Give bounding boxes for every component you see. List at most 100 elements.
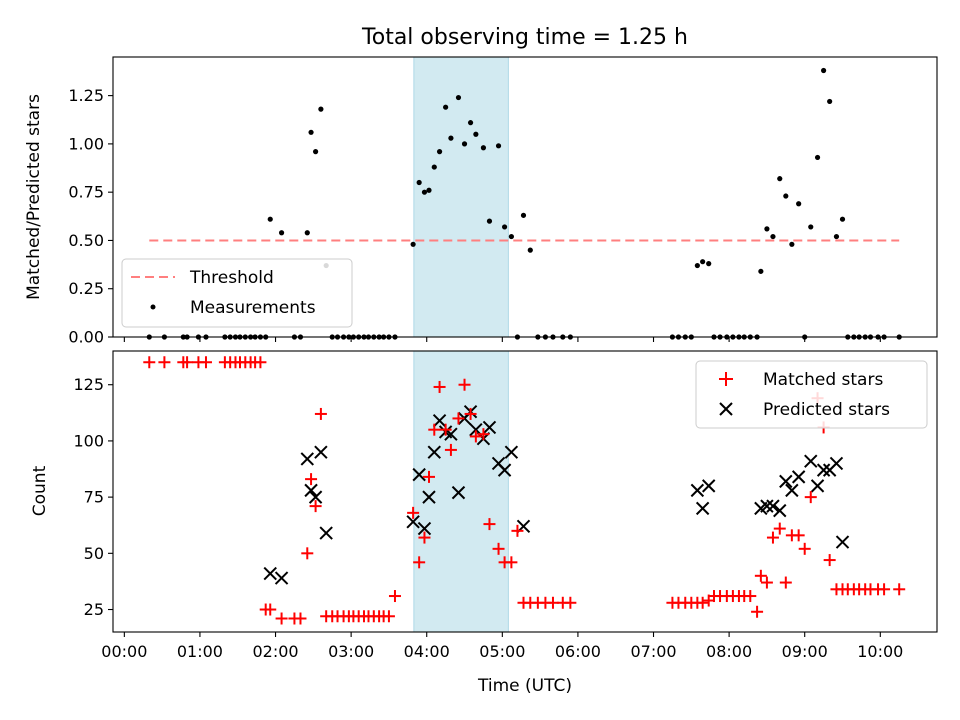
ratio-plot-frame — [112, 56, 938, 338]
matched-point — [751, 605, 764, 618]
measurement-point — [278, 230, 285, 236]
matched-point — [893, 583, 906, 596]
ratio-highlight-span — [413, 56, 509, 338]
matched-legend-swatch — [719, 372, 733, 386]
x-tick-label: 09:00 — [782, 642, 828, 661]
ratio-x-ticks — [123, 337, 881, 342]
matched-point — [798, 542, 811, 555]
matched-point — [199, 356, 212, 369]
count-legend-box — [695, 360, 928, 429]
matched-point — [314, 407, 327, 420]
matched-point — [469, 430, 482, 443]
predicted-point — [482, 420, 497, 435]
y-tick-label: 25 — [84, 600, 104, 619]
x-tick-label: 10:00 — [857, 642, 903, 661]
matched-point — [464, 407, 477, 420]
matched-point — [444, 443, 457, 456]
count-y-axis-label: Count — [30, 465, 50, 516]
matched-point — [275, 612, 288, 625]
matched-point — [407, 506, 420, 519]
measurement-point — [410, 241, 416, 247]
measurement-point — [789, 241, 795, 247]
count-y-ticks: 25 50 75 100 125 — [73, 375, 113, 619]
ratio-legend-box — [121, 258, 353, 328]
ratio-legend: Threshold Measurements — [121, 258, 353, 328]
ratio-y-ticks: 0.00 0.25 0.50 0.75 1.00 1.25 — [68, 86, 113, 347]
measurement-point — [694, 262, 700, 269]
y-tick-label: 50 — [84, 544, 104, 563]
x-tick-label: 01:00 — [177, 642, 223, 661]
measurement-point — [758, 268, 764, 274]
measurement-point — [839, 216, 846, 222]
x-axis-label: Time (UTC) — [477, 676, 572, 696]
matched-point — [439, 423, 452, 436]
predicted-point — [300, 452, 314, 466]
chart-title: Total observing time = 1.25 h — [361, 25, 688, 50]
measurement-point — [480, 145, 487, 151]
count-x-ticks: 00:00 01:00 02:00 03:00 04:00 05:00 06:00 07:00… — [101, 632, 903, 661]
matched-point — [878, 583, 891, 596]
measurement-point — [312, 149, 319, 155]
measurement-point — [783, 193, 789, 199]
matched-point — [483, 518, 496, 531]
predicted-point — [406, 515, 420, 529]
measurement-point — [416, 179, 422, 186]
predicted-point — [304, 483, 318, 498]
matched-point — [779, 576, 792, 589]
predicted-point — [701, 479, 716, 493]
matched-point — [428, 423, 441, 436]
matched-point — [766, 531, 779, 544]
measurement-point — [308, 129, 314, 135]
matched-point — [158, 356, 171, 369]
measurement-point — [777, 176, 783, 182]
predicted-point — [766, 499, 780, 513]
predicted-point — [760, 499, 774, 513]
predicted-point — [690, 483, 705, 498]
measurement-point — [448, 135, 454, 141]
count-data — [143, 356, 906, 625]
measurement-point — [267, 216, 273, 222]
measurement-point — [436, 149, 443, 155]
predicted-legend-swatch — [719, 402, 733, 416]
predicted-point — [422, 490, 436, 504]
matched-point — [452, 412, 465, 425]
predicted-point — [804, 454, 818, 468]
measurement-point — [304, 230, 310, 236]
x-tick-label: 00:00 — [101, 642, 147, 661]
count-legend: Matched stars Predicted stars — [695, 360, 928, 429]
measurement-point — [495, 143, 502, 149]
measurement-point — [421, 189, 428, 195]
measurement-point — [796, 201, 802, 207]
measurement-point — [808, 224, 814, 230]
matched-point — [433, 380, 446, 393]
matched-point — [382, 610, 395, 623]
y-tick-label: 75 — [84, 488, 104, 507]
measurement-point — [764, 226, 770, 232]
predicted-point — [829, 456, 844, 471]
predicted-point — [497, 463, 512, 477]
y-tick-label: 0.25 — [68, 279, 104, 298]
predicted-point — [773, 503, 787, 518]
y-tick-label: 0.50 — [68, 231, 104, 250]
matched-point — [264, 603, 277, 616]
measurement-point — [527, 247, 533, 253]
matched-point — [294, 612, 307, 625]
matched-point — [505, 556, 518, 569]
measurement-point — [486, 218, 493, 224]
matched-point — [143, 356, 156, 369]
measurement-point — [833, 233, 840, 240]
predicted-point — [319, 526, 333, 540]
predicted-point — [412, 467, 426, 482]
matched-point — [305, 473, 318, 486]
matched-point — [564, 596, 577, 609]
matched-point — [458, 378, 471, 391]
measurement-point — [467, 120, 474, 126]
matched-point — [792, 529, 805, 542]
x-tick-label: 08:00 — [706, 642, 752, 661]
ratio-panel: 0.00 0.25 0.50 0.75 1.00 1.25 Matched/Predict… — [24, 56, 938, 347]
predicted-point — [810, 479, 825, 493]
matched-point — [477, 428, 490, 441]
measurement-point — [443, 104, 449, 110]
predicted-point — [791, 470, 806, 484]
